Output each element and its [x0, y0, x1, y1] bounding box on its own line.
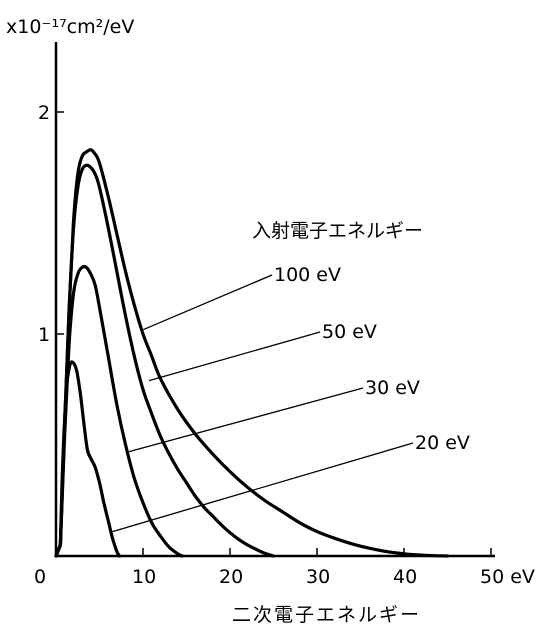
x-axis-title: 二次電子エネルギー: [232, 604, 421, 626]
y-axis-label: x10⁻¹⁷cm²/eV: [6, 16, 134, 38]
series-leader-2: [128, 387, 364, 453]
chart-marks: 0 10 20 30 40 50 eV 1 2 100 eV 50 eV 30 eV 20 eV: [34, 102, 535, 588]
x-tick-label-5: 50 eV: [480, 566, 535, 588]
x-tick-label-1: 10: [132, 566, 156, 588]
series-label-2: 30 eV: [365, 377, 420, 399]
series-label-0: 100 eV: [274, 264, 341, 286]
series-line-0: [54, 148, 450, 558]
series-line-3: [54, 360, 122, 558]
series-leader-1: [148, 331, 321, 382]
series-line-2: [54, 264, 184, 558]
series-label-1: 50 eV: [322, 321, 377, 343]
y-tick-label-0: 1: [38, 324, 50, 346]
series-label-3: 20 eV: [415, 432, 470, 454]
series-leader-0: [143, 274, 273, 331]
x-tick-label-3: 30: [306, 566, 330, 588]
series-line-1: [54, 163, 276, 558]
series-leader-3: [112, 442, 414, 533]
y-tick-label-1: 2: [38, 102, 50, 124]
x-tick-label-2: 20: [219, 566, 243, 588]
x-tick-label-0: 0: [34, 566, 46, 588]
legend-title: 入射電子エネルギー: [252, 220, 423, 242]
x-tick-label-4: 40: [393, 566, 417, 588]
